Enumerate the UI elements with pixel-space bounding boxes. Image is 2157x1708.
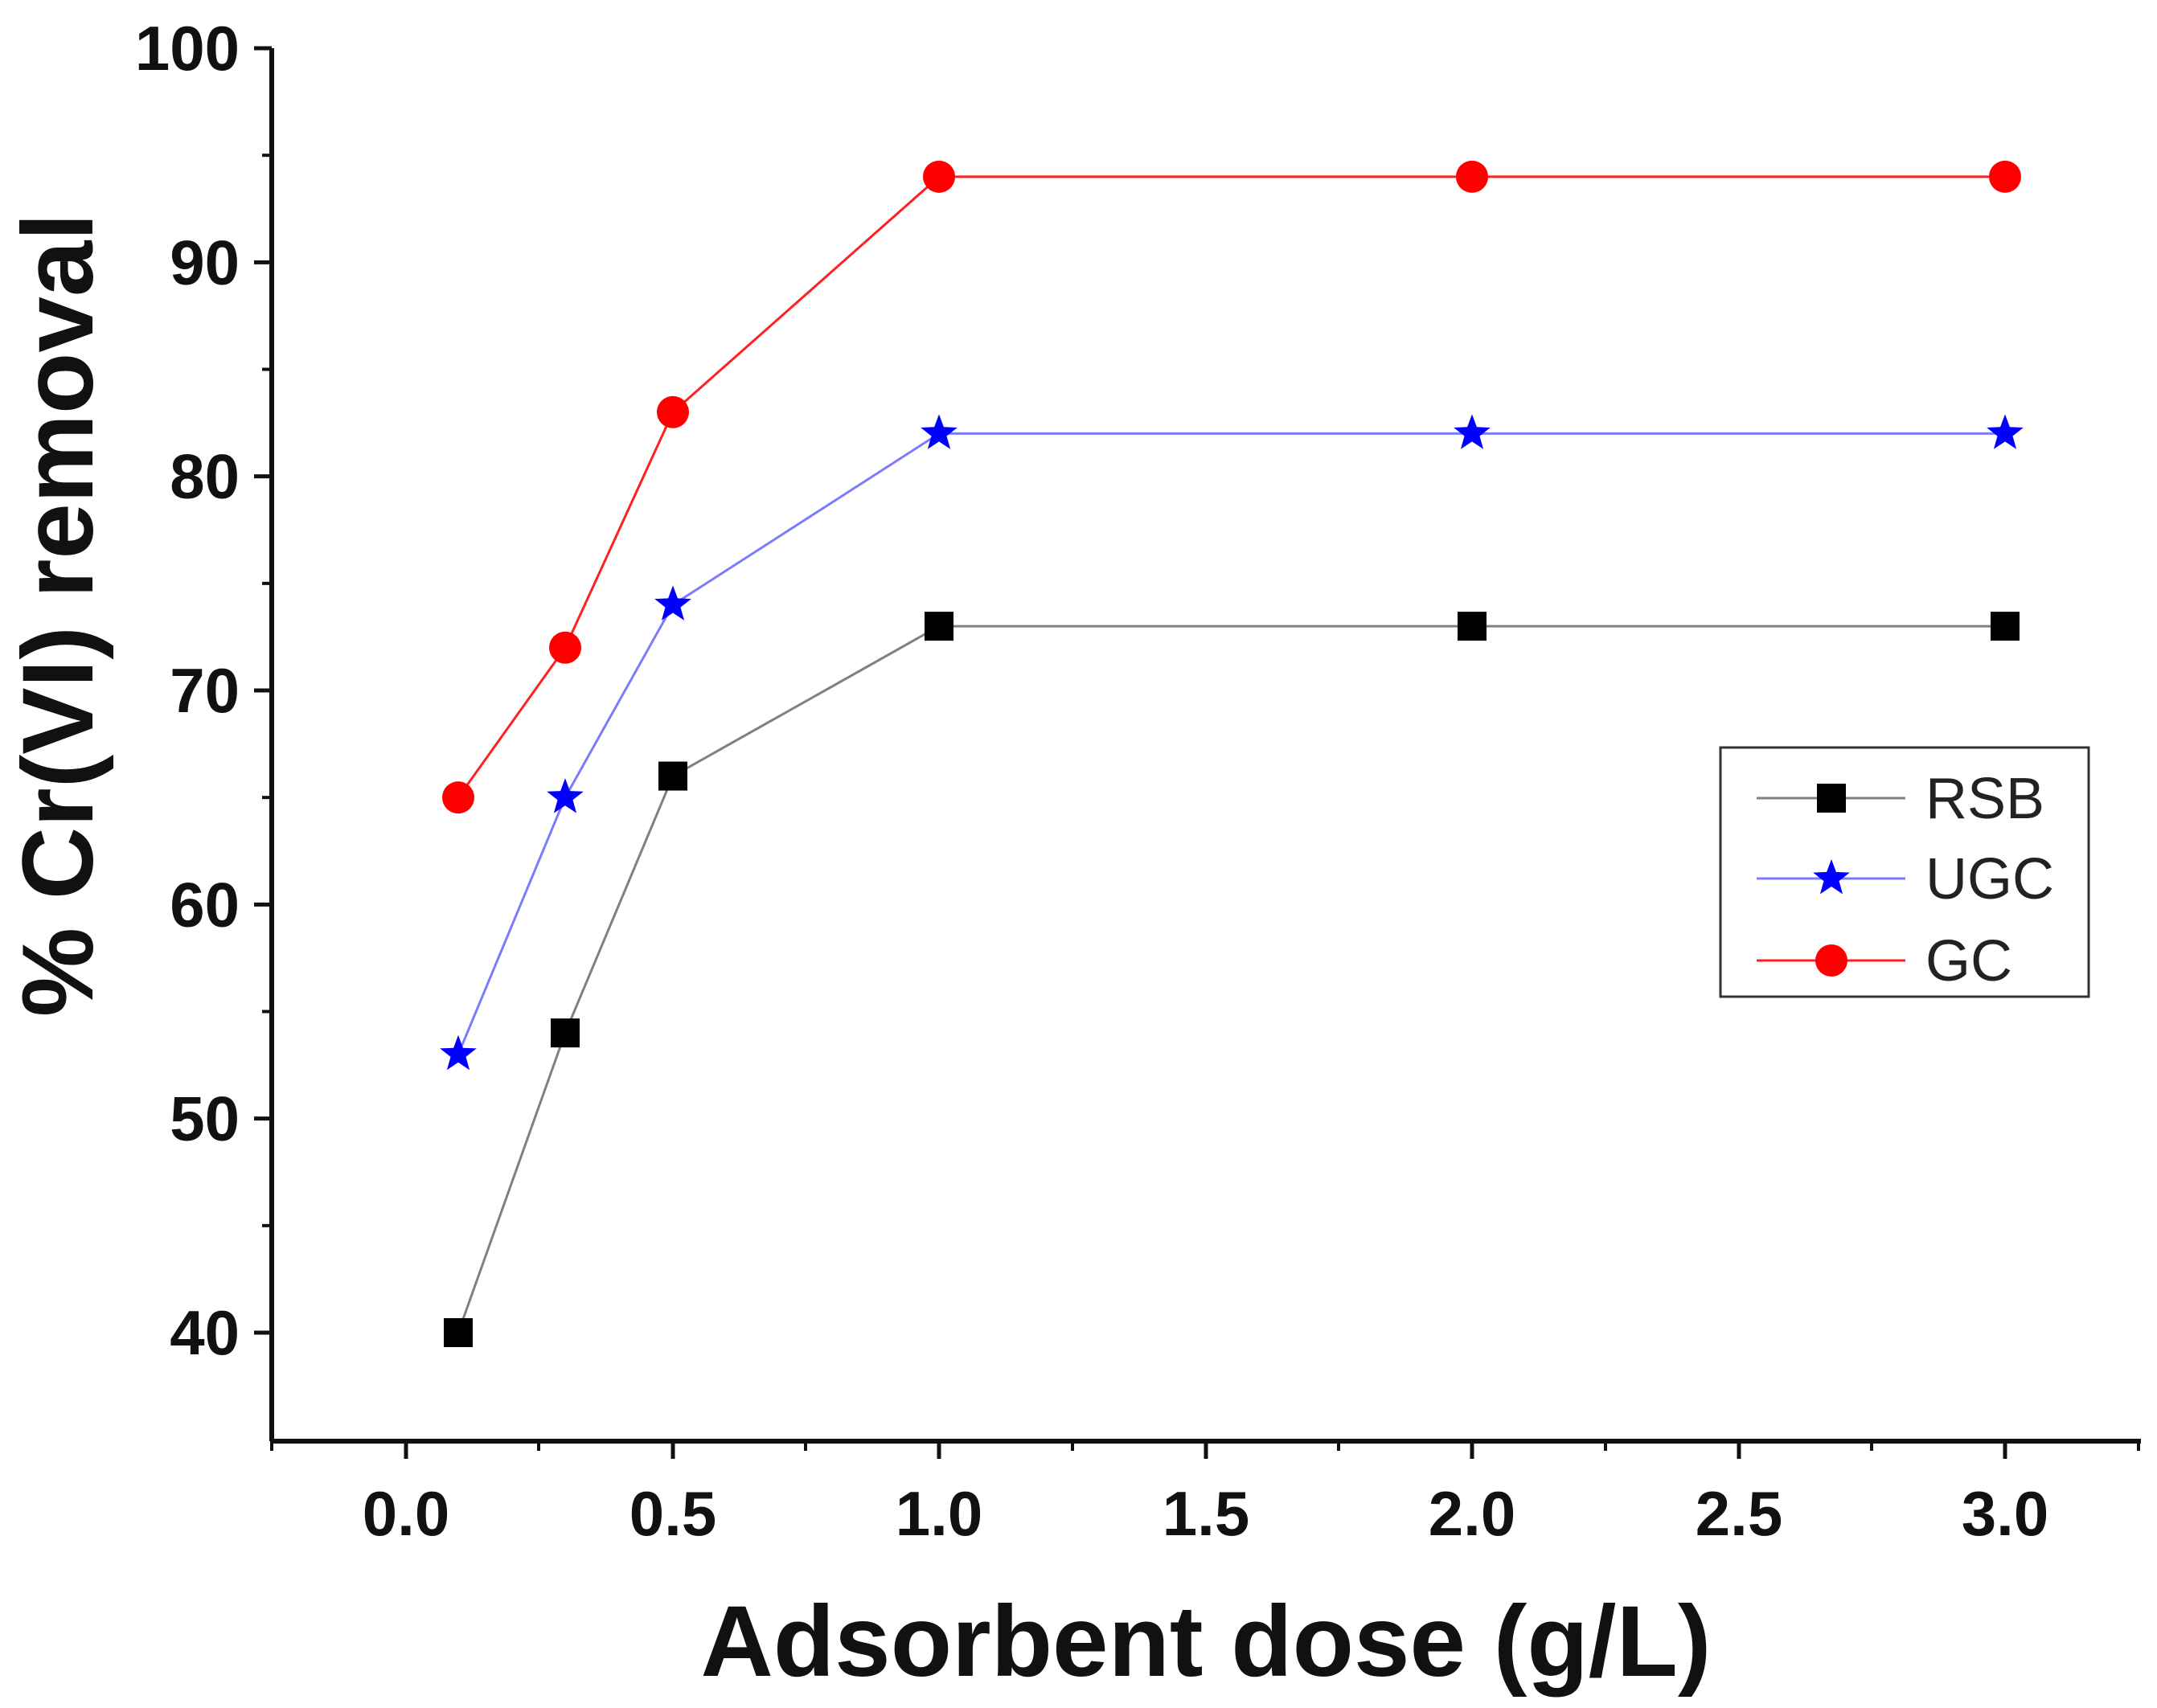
- series-line-rsb: [457, 625, 2005, 1333]
- series-ugc: [440, 414, 2024, 1071]
- legend-label-rsb: RSB: [1925, 767, 2044, 831]
- data-point-rsb: [551, 1018, 580, 1048]
- x-tick-label: 3.0: [1962, 1478, 2048, 1549]
- x-tick-label: 2.0: [1429, 1478, 1515, 1549]
- data-point-ugc: [440, 1034, 477, 1071]
- y-axis-title: % Cr(VI) removal: [2, 213, 114, 1017]
- data-point-gc: [442, 781, 474, 814]
- y-tick-label: 80: [170, 441, 240, 512]
- y-tick-label: 60: [170, 869, 240, 940]
- data-point-gc: [1989, 160, 2021, 193]
- data-point-ugc: [547, 778, 584, 813]
- x-tick-label: 0.0: [363, 1478, 449, 1549]
- data-point-rsb: [925, 612, 953, 641]
- y-tick-label: 40: [170, 1297, 240, 1368]
- legend-box: [1719, 746, 2090, 998]
- data-point-rsb: [658, 761, 687, 791]
- data-point-rsb: [444, 1318, 473, 1347]
- y-tick-label: 90: [170, 227, 240, 297]
- y-tick-label: 70: [170, 655, 240, 726]
- y-tick-label: 100: [135, 13, 240, 84]
- data-point-rsb: [1458, 612, 1487, 641]
- data-point-gc: [1456, 160, 1488, 193]
- series-layer: [440, 160, 2024, 1347]
- data-point-gc: [657, 395, 689, 428]
- legend-label-gc: GC: [1925, 929, 2012, 993]
- data-point-ugc: [921, 414, 958, 449]
- legend-marker-gc: [1815, 944, 1847, 977]
- legend: RSB UGC GC: [1719, 746, 2090, 998]
- series-line-gc: [457, 175, 2005, 799]
- x-tick-label: 1.5: [1163, 1478, 1249, 1549]
- data-point-ugc: [1454, 414, 1491, 449]
- x-tick-label: 1.0: [896, 1478, 982, 1549]
- y-ticks: 40 50 60 70 80 90 100: [135, 13, 272, 1368]
- series-line-ugc: [457, 432, 2005, 1055]
- x-tick-label: 0.5: [629, 1478, 716, 1549]
- data-point-rsb: [1991, 612, 2020, 641]
- axes: [269, 48, 2141, 1444]
- data-point-ugc: [654, 585, 691, 621]
- x-ticks: 0.0 0.5 1.0 1.5 2.0 2.5 3.0: [270, 1441, 2140, 1549]
- legend-marker-ugc: [1813, 859, 1850, 895]
- data-point-gc: [549, 631, 581, 664]
- legend-label-ugc: UGC: [1925, 847, 2054, 911]
- data-point-ugc: [1987, 414, 2024, 449]
- data-point-gc: [923, 160, 955, 193]
- x-axis-title: Adsorbent dose (g/L): [701, 1586, 1712, 1698]
- y-tick-label: 50: [170, 1083, 240, 1154]
- series-rsb: [444, 612, 2020, 1347]
- legend-marker-rsb: [1817, 784, 1846, 813]
- series-gc: [442, 160, 2021, 814]
- x-tick-label: 2.5: [1696, 1478, 1782, 1549]
